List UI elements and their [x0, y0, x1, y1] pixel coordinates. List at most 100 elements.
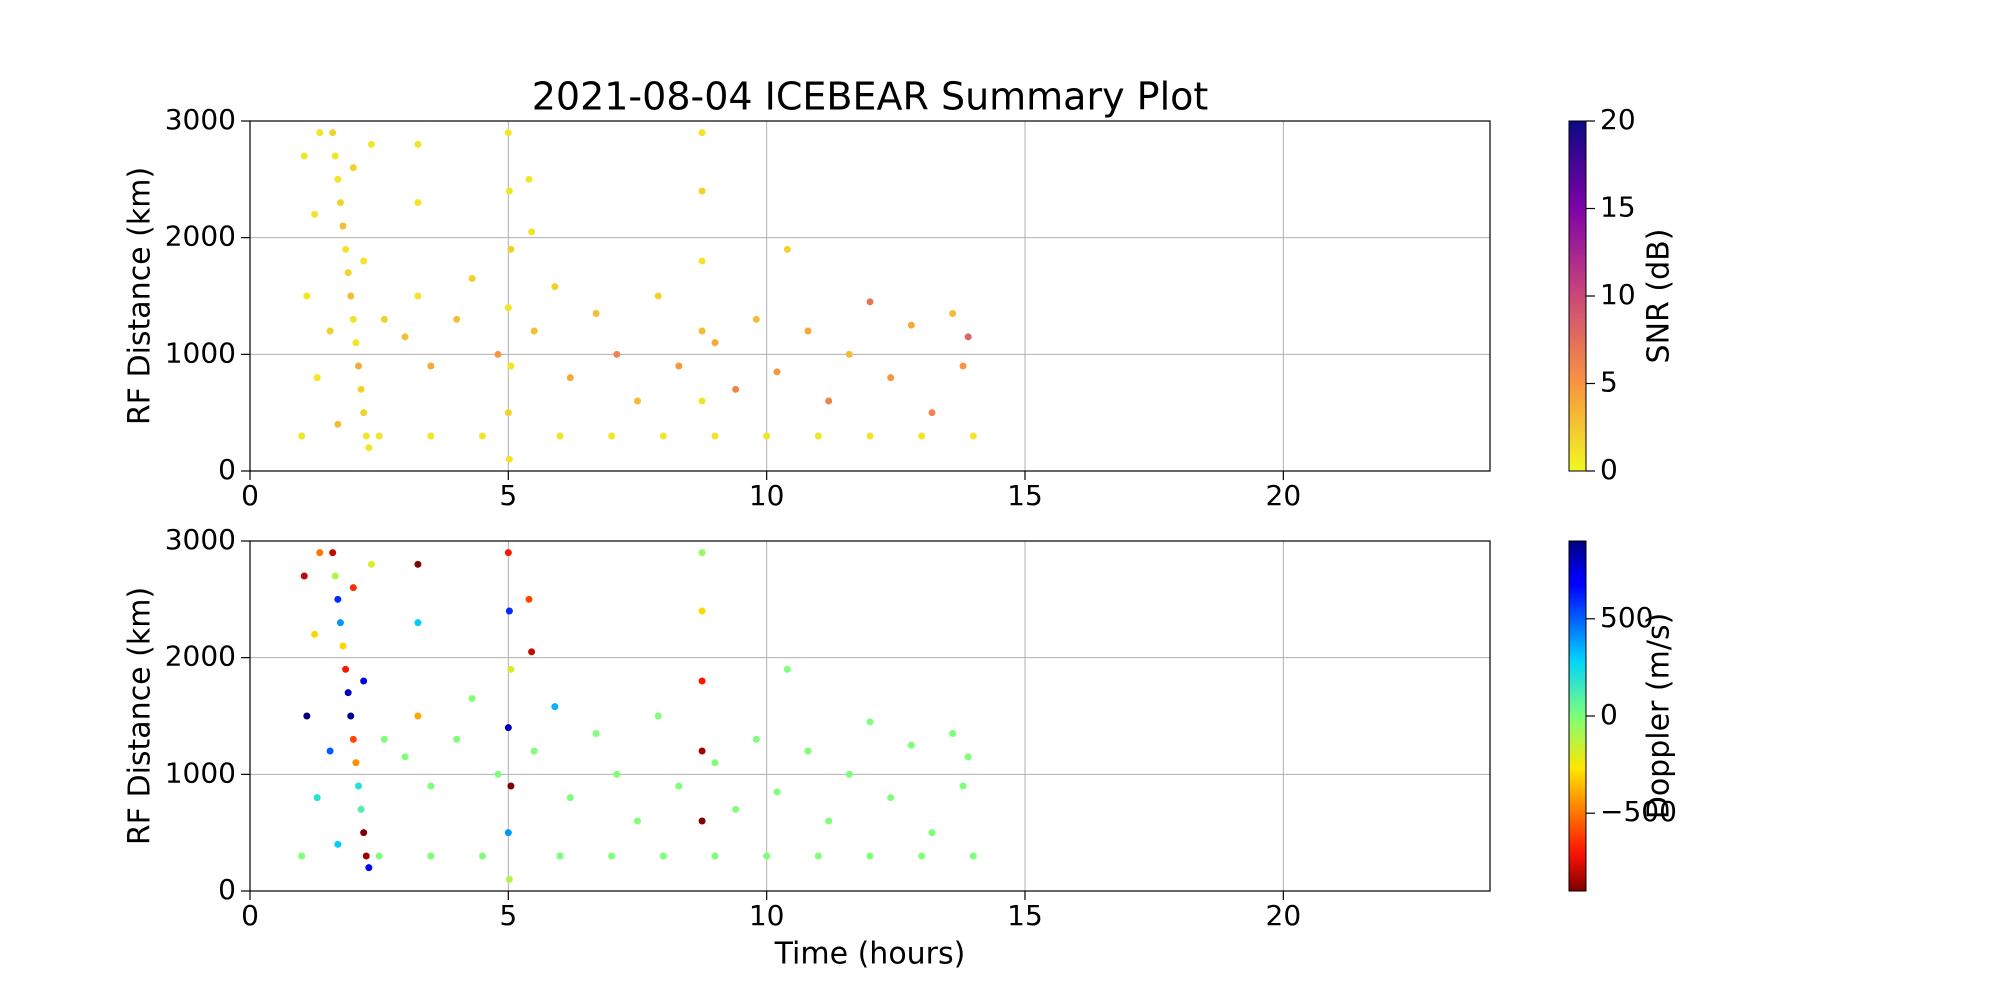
point — [357, 805, 365, 813]
point — [814, 852, 822, 860]
point — [453, 315, 461, 323]
colorbar-tick-label: 10 — [1600, 278, 1636, 311]
point — [928, 829, 936, 837]
y-tick-label: 3000 — [165, 103, 236, 136]
point — [362, 432, 370, 440]
point — [360, 829, 368, 837]
x-tick-label: 10 — [749, 899, 785, 932]
x-tick-label: 0 — [241, 479, 259, 512]
point — [331, 572, 339, 580]
point — [949, 310, 957, 317]
point — [334, 420, 342, 428]
axes: 0 5 10 15 20 0 1000 2000 3000 — [165, 523, 1491, 932]
point — [303, 712, 311, 720]
point — [334, 595, 342, 603]
point — [592, 310, 600, 317]
point — [969, 432, 977, 440]
point — [453, 735, 461, 743]
point — [360, 409, 368, 417]
colorbar-label: SNR (dB) — [1642, 229, 1677, 364]
point — [566, 374, 574, 382]
point — [365, 864, 373, 872]
point — [504, 409, 512, 417]
point — [613, 350, 621, 358]
point — [331, 152, 339, 160]
point — [698, 397, 706, 405]
colorbar-tick-label: −500 — [1600, 795, 1677, 828]
point — [365, 444, 373, 452]
point — [675, 782, 683, 790]
point — [311, 210, 319, 218]
point — [528, 648, 536, 656]
x-tick-label: 20 — [1266, 899, 1302, 932]
point — [352, 759, 360, 767]
point — [507, 665, 515, 673]
point — [866, 298, 874, 306]
point — [845, 350, 853, 358]
y-tick-label: 2000 — [165, 220, 236, 253]
point — [300, 572, 308, 580]
point — [969, 852, 977, 860]
point — [504, 829, 512, 837]
point — [711, 339, 719, 347]
point — [401, 753, 409, 761]
point — [316, 129, 324, 137]
point — [711, 759, 719, 767]
point — [634, 817, 641, 825]
point — [504, 724, 512, 732]
point — [360, 677, 368, 685]
point — [530, 747, 538, 755]
y-tick-label: 0 — [218, 453, 236, 486]
point — [339, 642, 347, 650]
points — [298, 549, 977, 883]
x-axis-label: Time (hours) — [774, 937, 966, 972]
colorbar-tick-label: 20 — [1600, 103, 1636, 136]
point — [804, 747, 812, 755]
point — [675, 362, 683, 370]
point — [326, 747, 334, 755]
colorbar-tick-label: 500 — [1600, 601, 1653, 634]
point — [804, 327, 812, 335]
plot-area — [250, 541, 1490, 891]
point — [504, 129, 512, 137]
point — [773, 368, 781, 376]
point — [401, 333, 409, 341]
point — [334, 840, 342, 848]
point — [347, 292, 355, 300]
x-tick-label: 10 — [749, 479, 785, 512]
point — [414, 199, 422, 207]
point — [427, 432, 435, 440]
y-tick-label: 2000 — [165, 640, 236, 673]
points — [298, 129, 977, 463]
point — [360, 257, 368, 265]
y-tick-label: 1000 — [165, 756, 236, 789]
point — [355, 362, 362, 370]
point — [414, 560, 422, 568]
axes-frame — [249, 120, 1491, 472]
point — [367, 140, 375, 148]
point — [414, 140, 422, 148]
chart-title: 2021-08-04 ICEBEAR Summary Plot — [532, 75, 1209, 119]
point — [698, 549, 706, 557]
point — [357, 385, 365, 393]
axes-frame — [249, 540, 1491, 892]
point — [414, 712, 422, 720]
x-tick-label: 5 — [499, 899, 517, 932]
point — [298, 432, 306, 440]
point — [907, 741, 915, 749]
x-tick-label: 0 — [241, 899, 259, 932]
point — [380, 315, 388, 323]
point — [380, 735, 388, 743]
point — [698, 187, 706, 195]
point — [300, 152, 308, 160]
point — [814, 432, 822, 440]
point — [698, 257, 706, 265]
point — [344, 269, 352, 277]
colorbar-tick-label: 0 — [1600, 453, 1618, 486]
point — [592, 730, 600, 737]
point — [507, 245, 515, 253]
point — [918, 852, 926, 860]
point — [505, 187, 513, 195]
point — [494, 350, 502, 358]
